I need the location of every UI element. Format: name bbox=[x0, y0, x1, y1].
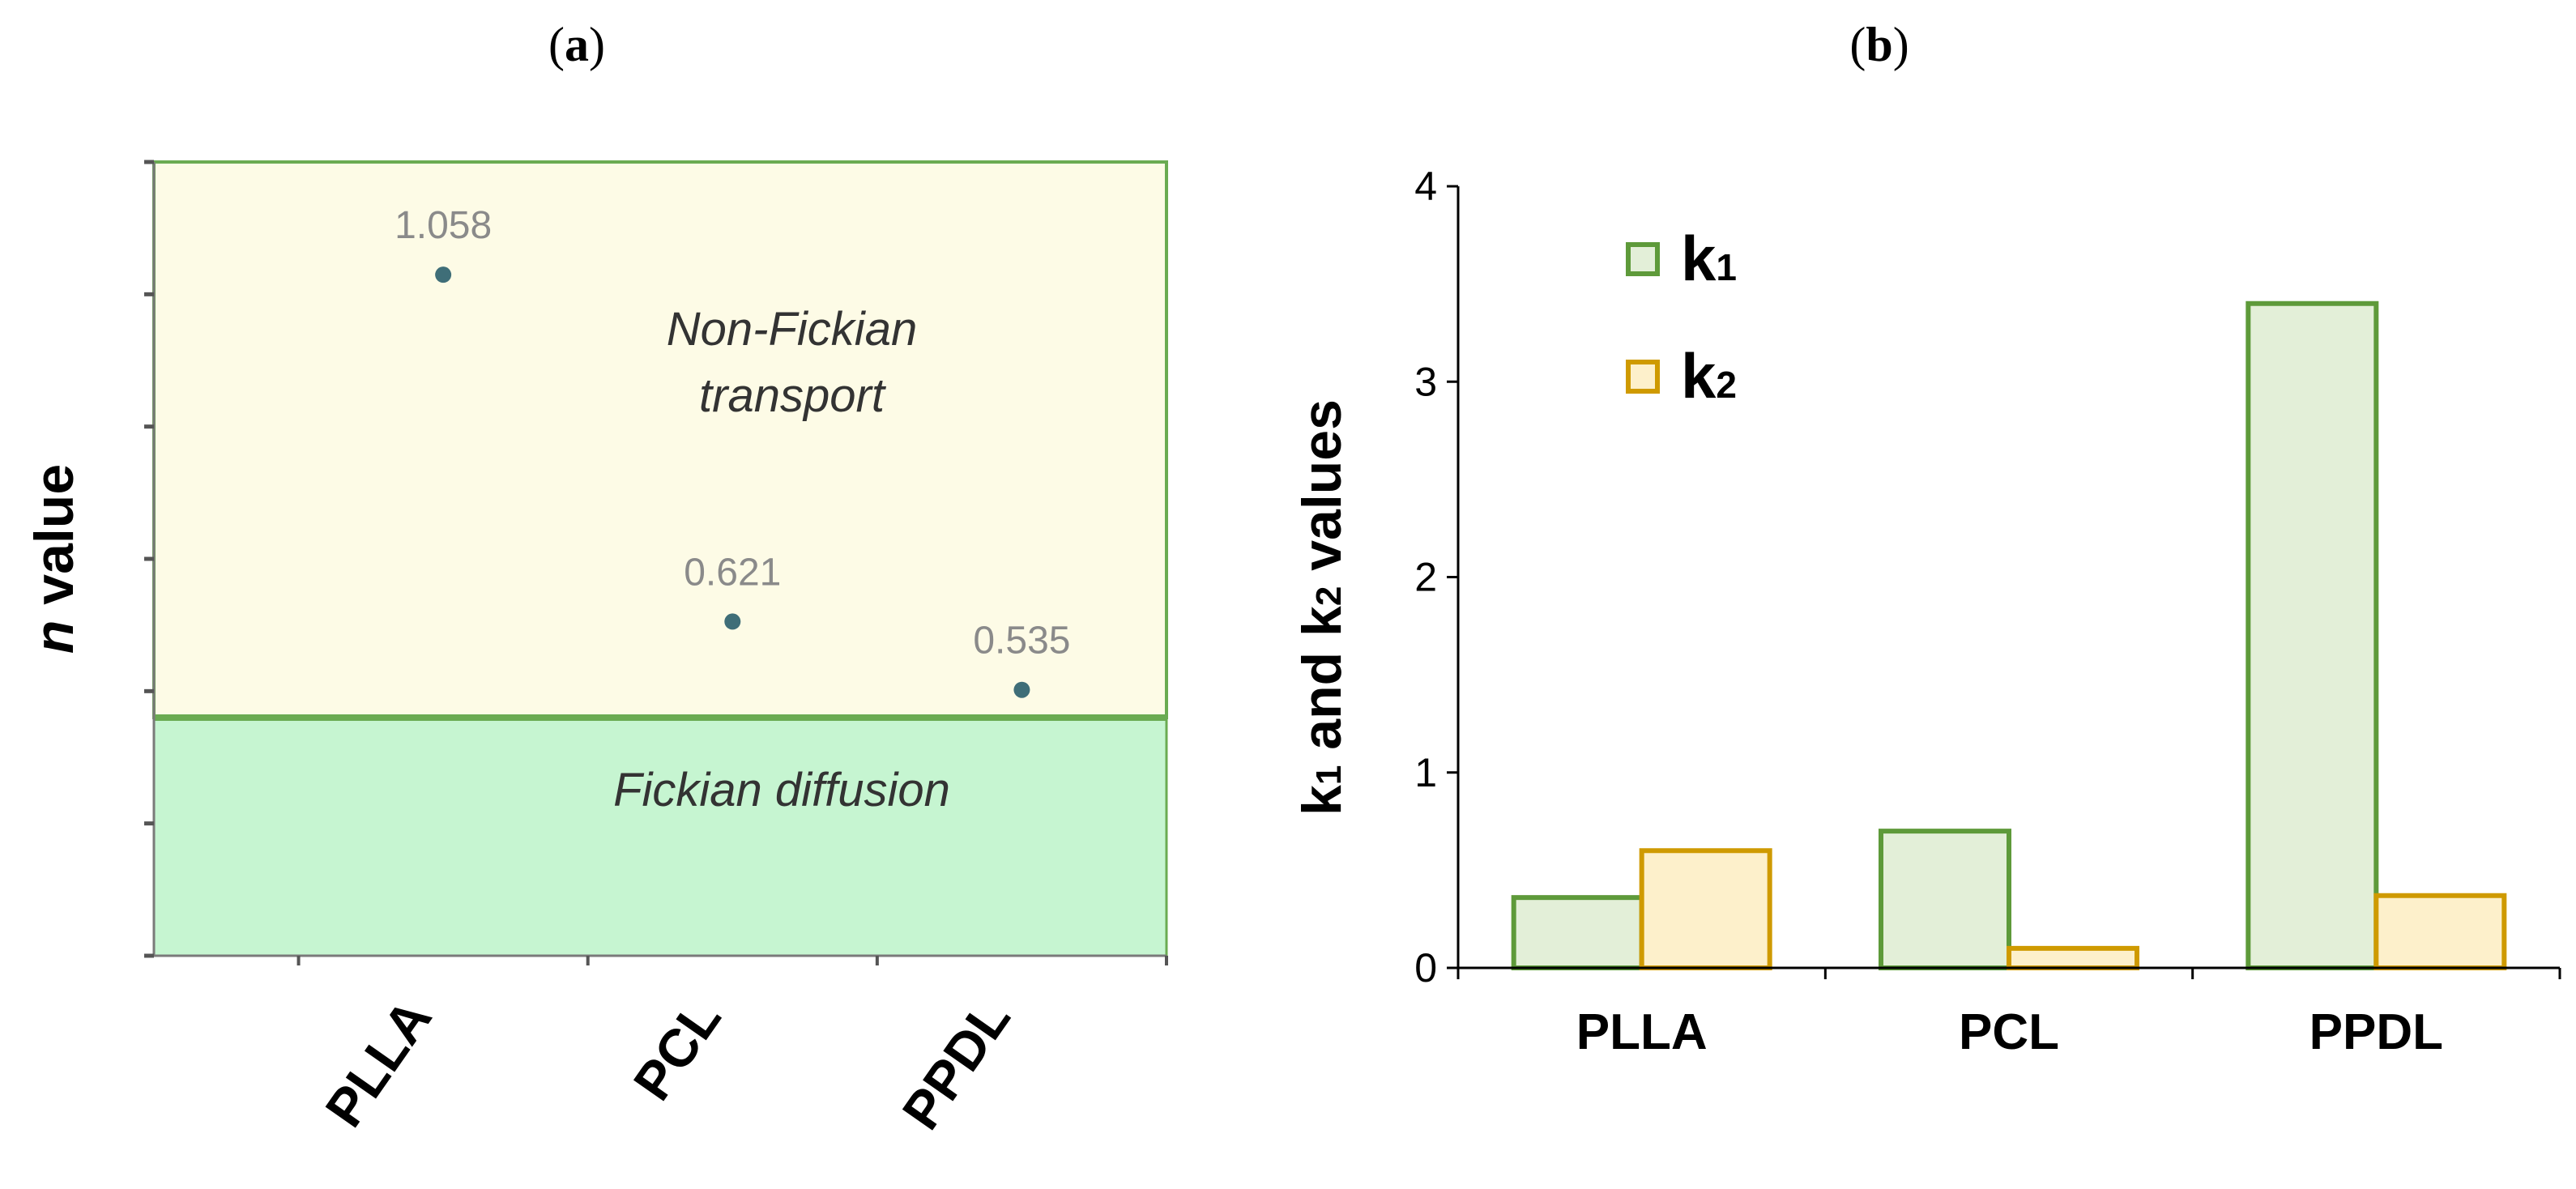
panel-label-a: (a) bbox=[548, 18, 605, 71]
legend-label-k2: k2 bbox=[1681, 340, 1737, 411]
y-axis-label-part: values bbox=[1291, 399, 1353, 586]
y-axis-label-part: k bbox=[1291, 785, 1353, 816]
legend-swatch-k2 bbox=[1626, 360, 1660, 394]
data-point-ppdl bbox=[1013, 681, 1030, 698]
x-ticks bbox=[296, 956, 1168, 965]
bar-k1-ppdl bbox=[2245, 300, 2379, 970]
legend-swatch-k1 bbox=[1626, 242, 1660, 276]
region-label-fickian: Fickian diffusion bbox=[613, 764, 950, 816]
x-ticks bbox=[1456, 968, 2561, 979]
x-tick-labels: PLLA PCL PPDL bbox=[313, 989, 1021, 1140]
y-tick-label: 2 bbox=[1414, 555, 1437, 600]
bar-k2-plla bbox=[1639, 848, 1772, 970]
data-label-plla: 1.058 bbox=[395, 204, 492, 247]
y-tick-labels: 0 1 2 3 4 bbox=[1414, 164, 1437, 991]
region-non-fickian bbox=[152, 160, 1168, 719]
legend-label-base: k bbox=[1681, 223, 1717, 294]
y-axis-label-part: and k bbox=[1291, 606, 1353, 765]
x-tick-label-plla: PLLA bbox=[1576, 1004, 1708, 1060]
region-label-non-fickian: Non-Fickian transport bbox=[667, 303, 917, 422]
x-tick-label-ppdl: PPDL bbox=[2309, 1004, 2443, 1060]
legend-label-k1: k1 bbox=[1681, 223, 1737, 294]
y-tick-label: 3 bbox=[1414, 359, 1437, 404]
x-tick-label-ppdl: PPDL bbox=[890, 989, 1021, 1140]
x-tick-labels: PLLA PCL PPDL bbox=[1576, 1004, 2443, 1060]
x-tick-label-pcl: PCL bbox=[1959, 1004, 2059, 1060]
y-axis-label-subscript: 2 bbox=[1309, 586, 1349, 606]
y-axis-label: k1 and k2 values bbox=[1291, 399, 1353, 816]
region-label-line: transport bbox=[699, 369, 887, 422]
bars bbox=[1511, 300, 2507, 971]
data-point-labels: 1.058 0.621 0.535 bbox=[395, 204, 1070, 663]
chart-n-value: Non-Fickian transport Fickian diffusion 1… bbox=[23, 160, 1168, 1140]
region-fickian bbox=[152, 716, 1168, 957]
region-label-line: Non-Fickian bbox=[667, 303, 917, 356]
y-ticks bbox=[144, 160, 154, 958]
x-tick-label-pcl: PCL bbox=[621, 989, 731, 1111]
bar-k1-pcl bbox=[1879, 829, 2011, 970]
data-points bbox=[435, 266, 1030, 698]
y-ticks bbox=[1447, 185, 1458, 970]
bar-k2-pcl bbox=[2007, 945, 2139, 970]
legend-label-sub: 1 bbox=[1716, 246, 1737, 288]
y-tick-label: 1 bbox=[1414, 750, 1437, 795]
legend-label-base: k bbox=[1681, 340, 1717, 411]
x-tick-label-plla: PLLA bbox=[313, 989, 442, 1138]
y-tick-label: 4 bbox=[1414, 164, 1437, 209]
bar-k2-ppdl bbox=[2373, 893, 2507, 971]
bar-k1-plla bbox=[1511, 895, 1644, 971]
data-point-plla bbox=[435, 266, 452, 283]
data-label-ppdl: 0.535 bbox=[973, 620, 1070, 663]
y-tick-label: 0 bbox=[1414, 945, 1437, 991]
data-label-pcl: 0.621 bbox=[684, 551, 781, 594]
data-point-pcl bbox=[724, 613, 741, 630]
panel-label-b: (b) bbox=[1849, 18, 1909, 71]
legend-label-sub: 2 bbox=[1716, 364, 1737, 406]
y-axis-label: n value bbox=[23, 464, 85, 654]
y-axis-label-subscript: 1 bbox=[1309, 765, 1349, 785]
